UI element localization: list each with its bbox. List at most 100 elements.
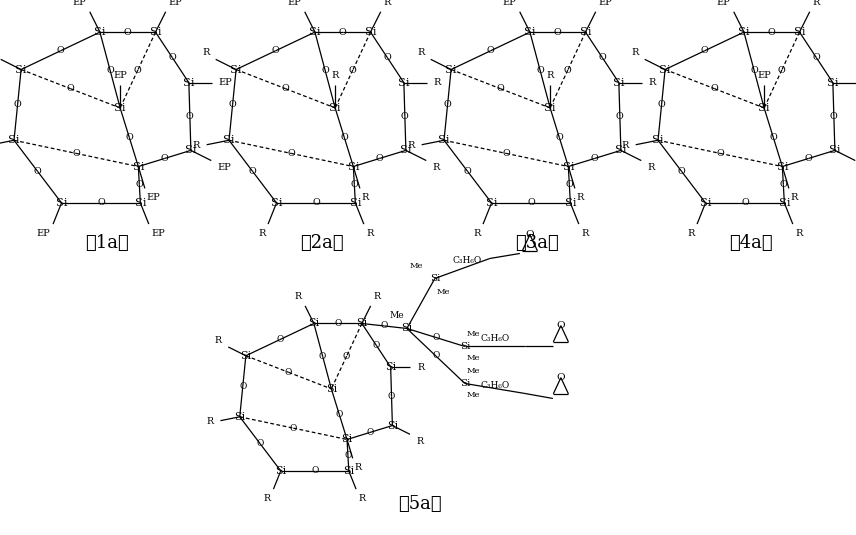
Text: O: O (311, 467, 318, 476)
Text: Me: Me (389, 311, 404, 320)
Text: R: R (331, 71, 339, 80)
Text: O: O (554, 28, 562, 36)
Text: O: O (598, 53, 606, 62)
Text: O: O (229, 101, 236, 109)
Text: （5a）: （5a） (398, 494, 442, 513)
Text: Si: Si (445, 65, 457, 74)
Text: O: O (135, 180, 143, 189)
Text: R: R (473, 229, 480, 238)
Text: Si: Si (524, 27, 536, 37)
Text: R: R (264, 494, 270, 503)
Text: O: O (288, 149, 295, 158)
Text: O: O (376, 154, 383, 163)
Text: C₃H₆O: C₃H₆O (480, 381, 509, 390)
Text: O: O (321, 65, 329, 74)
Text: O: O (401, 112, 409, 121)
Text: O: O (432, 351, 440, 361)
Text: （4a）: （4a） (729, 234, 773, 252)
Text: Si: Si (544, 103, 556, 113)
Text: O: O (591, 154, 598, 163)
Text: Si: Si (562, 162, 574, 172)
Text: O: O (285, 368, 292, 377)
Text: O: O (710, 84, 718, 93)
Text: Si: Si (309, 27, 321, 37)
Text: Si: Si (738, 27, 750, 37)
Text: O: O (124, 28, 132, 36)
Text: O: O (502, 149, 510, 158)
Text: R: R (354, 463, 362, 472)
Text: EP: EP (73, 0, 86, 7)
Text: R: R (434, 78, 441, 87)
Text: O: O (778, 65, 786, 74)
Text: O: O (750, 65, 758, 74)
Text: Si: Si (779, 198, 790, 208)
Text: R: R (581, 229, 589, 238)
Text: O: O (657, 101, 665, 109)
Text: EP: EP (218, 78, 233, 87)
Text: Me: Me (409, 263, 423, 271)
Text: Si: Si (56, 198, 68, 208)
Text: O: O (527, 198, 535, 208)
Text: R: R (647, 163, 655, 172)
Text: O: O (486, 47, 495, 55)
Text: O: O (830, 112, 838, 121)
Text: EP: EP (217, 163, 231, 172)
Text: R: R (416, 437, 424, 446)
Text: R: R (407, 141, 415, 150)
Text: Si: Si (150, 27, 161, 37)
Text: Si: Si (365, 27, 377, 37)
Text: O: O (14, 101, 21, 109)
Text: Si: Si (270, 198, 282, 208)
Text: O: O (282, 84, 289, 93)
Text: O: O (239, 382, 247, 391)
Text: O: O (257, 439, 264, 448)
Text: O: O (383, 53, 391, 62)
Text: R: R (258, 229, 265, 238)
Text: EP: EP (37, 229, 51, 238)
Text: Si: Si (776, 162, 788, 172)
Text: Si: Si (275, 466, 287, 476)
Text: Si: Si (401, 324, 413, 333)
Text: EP: EP (716, 0, 731, 7)
Text: R: R (206, 417, 214, 426)
Text: R: R (374, 293, 381, 301)
Text: R: R (546, 71, 554, 80)
Text: O: O (443, 101, 451, 109)
Text: R: R (359, 494, 366, 503)
Text: EP: EP (147, 193, 161, 202)
Text: Si: Si (235, 412, 246, 422)
Text: R: R (649, 78, 656, 87)
Text: O: O (334, 319, 342, 328)
Text: R: R (383, 0, 391, 7)
Text: R: R (362, 193, 369, 202)
Text: O: O (388, 392, 395, 401)
Text: Si: Si (326, 384, 337, 394)
Text: O: O (372, 341, 380, 350)
Text: Si: Si (699, 198, 711, 208)
Text: Si: Si (485, 198, 497, 208)
Text: R: R (418, 363, 425, 372)
Text: EP: EP (152, 229, 165, 238)
Text: R: R (687, 229, 694, 238)
Text: Si: Si (183, 78, 194, 88)
Text: O: O (496, 84, 504, 93)
Text: O: O (536, 65, 544, 74)
Text: EP: EP (758, 71, 771, 80)
Text: Si: Si (829, 146, 841, 155)
Text: O: O (169, 53, 176, 62)
Text: Si: Si (460, 342, 470, 351)
Text: R: R (631, 48, 639, 57)
Text: Si: Si (9, 135, 20, 146)
Text: Si: Si (385, 362, 396, 372)
Text: C₃H₆O: C₃H₆O (453, 256, 482, 265)
Text: （1a）: （1a） (85, 234, 129, 252)
Text: O: O (556, 133, 563, 142)
Text: Si: Si (400, 146, 412, 155)
Text: Si: Si (615, 146, 627, 155)
Text: O: O (341, 133, 348, 142)
Text: O: O (716, 149, 724, 158)
Text: EP: EP (599, 0, 613, 7)
Text: O: O (271, 47, 279, 55)
Text: Si: Si (613, 78, 625, 88)
Text: O: O (366, 428, 373, 437)
